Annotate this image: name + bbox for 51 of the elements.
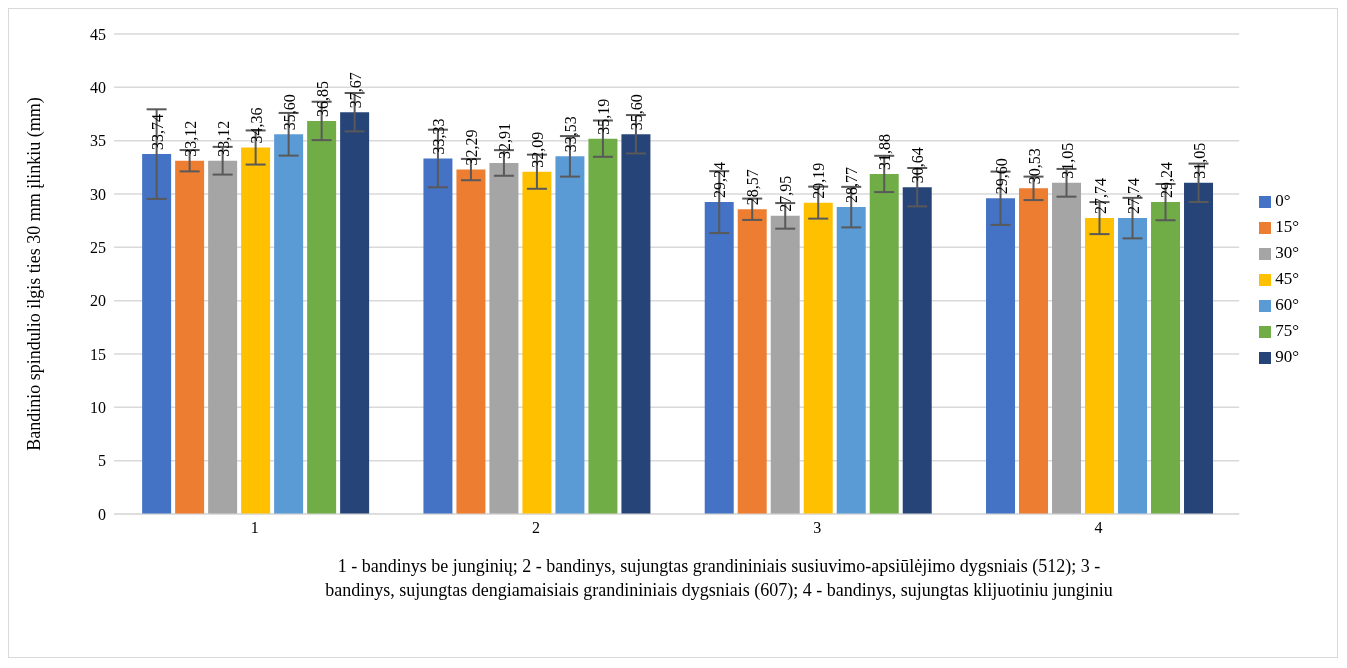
x-tick-label: 3 xyxy=(813,519,822,537)
data-label: 27,74 xyxy=(1124,178,1142,215)
data-label: 31,05 xyxy=(1190,142,1208,179)
y-tick-label: 5 xyxy=(98,452,106,470)
data-label: 32,91 xyxy=(495,122,513,159)
y-tick-label: 45 xyxy=(90,25,106,43)
x-tick-label: 1 xyxy=(250,519,259,537)
legend-label: 90° xyxy=(1275,347,1299,366)
y-axis-title: Bandinio spindulio ilgis ties 30 mm įlinkiu (mm) xyxy=(24,97,46,451)
y-tick-label: 35 xyxy=(90,132,106,150)
data-label: 33,12 xyxy=(181,120,199,157)
data-label: 31,05 xyxy=(1058,142,1076,179)
data-label: 33,12 xyxy=(214,120,232,157)
y-tick-label: 30 xyxy=(90,185,106,203)
y-tick-label: 15 xyxy=(90,345,106,363)
data-label: 29,24 xyxy=(1157,162,1175,199)
data-label: 29,19 xyxy=(810,162,828,199)
x-tick-label: 2 xyxy=(531,519,540,537)
data-label: 33,53 xyxy=(561,116,579,153)
x-tick-label: 4 xyxy=(1094,519,1103,537)
legend-label: 45° xyxy=(1275,269,1299,288)
y-tick-label: 40 xyxy=(90,79,106,97)
data-label: 33,33 xyxy=(429,118,447,155)
data-label: 36,85 xyxy=(313,80,331,117)
data-label: 28,77 xyxy=(843,167,861,204)
data-label: 30,53 xyxy=(1025,148,1043,185)
data-label: 31,88 xyxy=(876,133,894,170)
y-tick-label: 20 xyxy=(90,292,106,310)
legend-label: 15° xyxy=(1275,217,1299,236)
legend-label: 60° xyxy=(1275,295,1299,314)
data-label: 32,09 xyxy=(528,131,546,168)
data-label: 35,60 xyxy=(280,94,298,131)
data-label: 27,74 xyxy=(1091,178,1109,215)
data-label: 35,19 xyxy=(594,98,612,135)
y-tick-label: 10 xyxy=(90,399,106,417)
legend-label: 0° xyxy=(1275,191,1291,210)
data-label: 34,36 xyxy=(247,107,265,144)
y-tick-label: 25 xyxy=(90,239,106,257)
data-label: 28,57 xyxy=(744,169,762,206)
x-axis-title: 1 - bandinys be junginių; 2 - bandinys, sujungtas grandininiais susiuvimo-apsiūlėjimo dygsniais (512); 3 - bandinys, sujungtas dengiamaisiais grandininiais dygsniais (607); 4 - bandinys, sujungtas klijuotiniu junginiu xyxy=(324,555,1114,602)
data-label: 29,60 xyxy=(992,158,1010,195)
data-label: 37,67 xyxy=(346,72,364,109)
data-label: 33,74 xyxy=(148,114,166,151)
legend-label: 30° xyxy=(1275,243,1299,262)
data-label: 32,29 xyxy=(462,129,480,166)
data-label: 29,24 xyxy=(711,162,729,199)
legend-label: 75° xyxy=(1275,321,1299,340)
data-label: 35,60 xyxy=(627,94,645,131)
data-label: 30,64 xyxy=(909,147,927,184)
data-label: 27,95 xyxy=(777,175,795,212)
y-tick-label: 0 xyxy=(98,505,106,523)
